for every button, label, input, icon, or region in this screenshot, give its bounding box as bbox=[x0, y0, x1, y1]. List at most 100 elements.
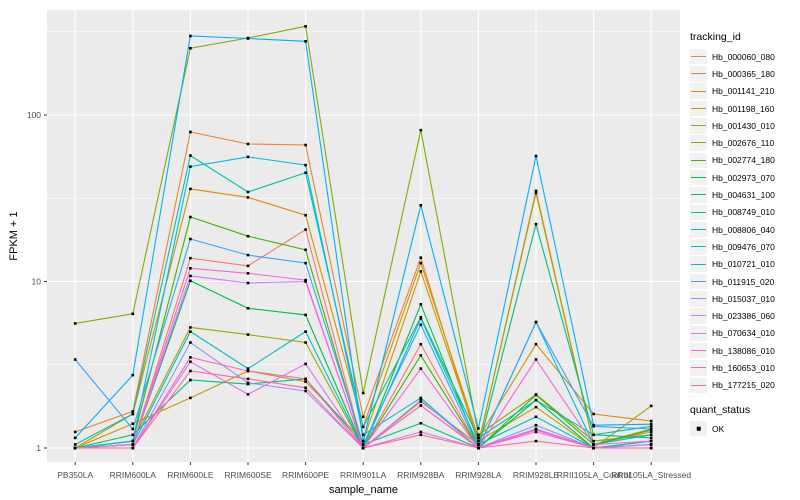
data-point bbox=[649, 419, 653, 423]
data-point bbox=[246, 333, 250, 336]
data-point bbox=[304, 330, 307, 333]
data-point bbox=[304, 143, 307, 147]
data-point bbox=[649, 446, 653, 450]
legend-key-line-icon bbox=[690, 342, 707, 359]
legend-entry-label: Hb_023386_060 bbox=[712, 311, 775, 322]
legend-entry-Hb_004631_100: Hb_004631_100 bbox=[690, 186, 775, 203]
data-point bbox=[131, 427, 135, 431]
data-point bbox=[419, 421, 423, 425]
data-point bbox=[189, 215, 192, 219]
legend-items-list: Hb_000060_080 Hb_000365_180 Hb_001141_210 H… bbox=[690, 48, 775, 394]
data-point bbox=[73, 446, 77, 450]
legend-key-line-icon bbox=[690, 169, 707, 186]
data-point bbox=[361, 433, 365, 437]
legend-title-tracking-id: tracking_id bbox=[690, 31, 741, 43]
y-axis-title: FPKM + 1 bbox=[8, 211, 20, 261]
data-point bbox=[304, 171, 307, 174]
data-point bbox=[73, 443, 77, 446]
data-point bbox=[419, 270, 423, 273]
data-point bbox=[189, 279, 192, 283]
data-point bbox=[304, 278, 307, 282]
x-tick-label: RRIM600LA bbox=[110, 470, 157, 480]
data-point bbox=[649, 425, 653, 428]
data-point bbox=[419, 398, 423, 402]
data-point bbox=[419, 433, 423, 437]
data-point bbox=[534, 320, 538, 324]
data-point bbox=[419, 256, 423, 259]
legend-entry-Hb_001198_160: Hb_001198_160 bbox=[690, 100, 775, 117]
data-point bbox=[189, 34, 192, 38]
legend-key-line-icon bbox=[690, 118, 707, 134]
data-point bbox=[361, 443, 365, 446]
data-point bbox=[304, 362, 307, 366]
legend-entry-label: Hb_138086_010 bbox=[712, 345, 775, 356]
data-point bbox=[246, 393, 250, 396]
data-point bbox=[189, 130, 192, 134]
data-point bbox=[189, 165, 192, 168]
data-point bbox=[304, 380, 307, 383]
x-tick-label: RRIM600PE bbox=[282, 470, 330, 480]
data-point bbox=[477, 446, 480, 450]
data-point bbox=[131, 312, 135, 316]
data-point bbox=[419, 303, 423, 306]
legend-entry-Hb_015037_010: Hb_015037_010 bbox=[690, 290, 775, 307]
legend-entry-label: Hb_008806_040 bbox=[712, 224, 775, 235]
x-tick-label: RRIM928LE bbox=[513, 470, 560, 480]
legend-entry-label: Hb_004631_100 bbox=[712, 190, 775, 201]
data-point bbox=[131, 410, 135, 413]
data-point bbox=[304, 377, 307, 381]
data-point bbox=[131, 443, 135, 446]
legend-title-quant-status: quant_status bbox=[690, 404, 751, 416]
data-point bbox=[534, 430, 538, 434]
data-point bbox=[246, 190, 250, 194]
data-point bbox=[189, 274, 192, 278]
legend-panel: tracking_id Hb_000060_080 Hb_000365_180 Hb… bbox=[690, 0, 800, 500]
x-tick-label: RRIM600LE bbox=[167, 470, 214, 480]
data-point bbox=[246, 307, 250, 310]
data-point bbox=[592, 446, 595, 450]
data-point bbox=[361, 415, 365, 419]
data-point bbox=[649, 436, 653, 440]
data-point bbox=[534, 423, 538, 427]
legend-entry-label: Hb_002973_070 bbox=[712, 172, 775, 183]
legend-key-line-icon bbox=[690, 204, 707, 221]
data-point bbox=[534, 398, 538, 402]
data-point bbox=[131, 439, 135, 443]
data-point bbox=[534, 191, 538, 195]
data-point bbox=[304, 341, 307, 344]
data-point bbox=[419, 128, 423, 132]
data-point bbox=[73, 436, 77, 440]
legend-key-line-icon bbox=[690, 239, 707, 255]
legend-entry-Hb_000060_080: Hb_000060_080 bbox=[690, 48, 775, 65]
data-point bbox=[246, 381, 250, 385]
x-tick-label: RRIM928BA bbox=[397, 470, 445, 480]
data-point bbox=[246, 142, 250, 146]
data-point bbox=[73, 358, 77, 361]
data-point bbox=[246, 196, 250, 199]
data-point bbox=[189, 360, 192, 363]
legend-entry-label: Hb_000365_180 bbox=[712, 68, 775, 79]
x-axis-title: sample_name bbox=[328, 484, 399, 496]
data-point bbox=[361, 439, 365, 443]
y-tick-label: 1 bbox=[36, 443, 41, 453]
legend-key-line-icon bbox=[690, 291, 707, 307]
data-point bbox=[592, 425, 595, 428]
data-point bbox=[131, 446, 135, 450]
legend-key-line-icon bbox=[690, 152, 707, 169]
data-point bbox=[592, 412, 595, 416]
legend-entry-quant-ok: OK bbox=[690, 420, 724, 437]
data-point bbox=[304, 313, 307, 317]
legend-entry-label: Hb_000060_080 bbox=[712, 51, 775, 62]
legend-key-line-icon bbox=[690, 273, 707, 290]
legend-entry-label: Hb_008749_010 bbox=[712, 207, 775, 218]
data-point bbox=[246, 37, 250, 40]
legend-key-line-icon bbox=[690, 308, 707, 324]
data-point bbox=[189, 154, 192, 157]
data-point bbox=[419, 204, 423, 207]
legend-entry-label: Hb_015037_010 bbox=[712, 293, 775, 304]
data-point bbox=[477, 433, 480, 437]
legend-entry-label: Hb_011915_020 bbox=[712, 276, 775, 287]
legend-entry-Hb_138086_010: Hb_138086_010 bbox=[690, 342, 775, 359]
legend-entry-label: Hb_001198_160 bbox=[712, 103, 775, 114]
data-point bbox=[649, 404, 653, 408]
